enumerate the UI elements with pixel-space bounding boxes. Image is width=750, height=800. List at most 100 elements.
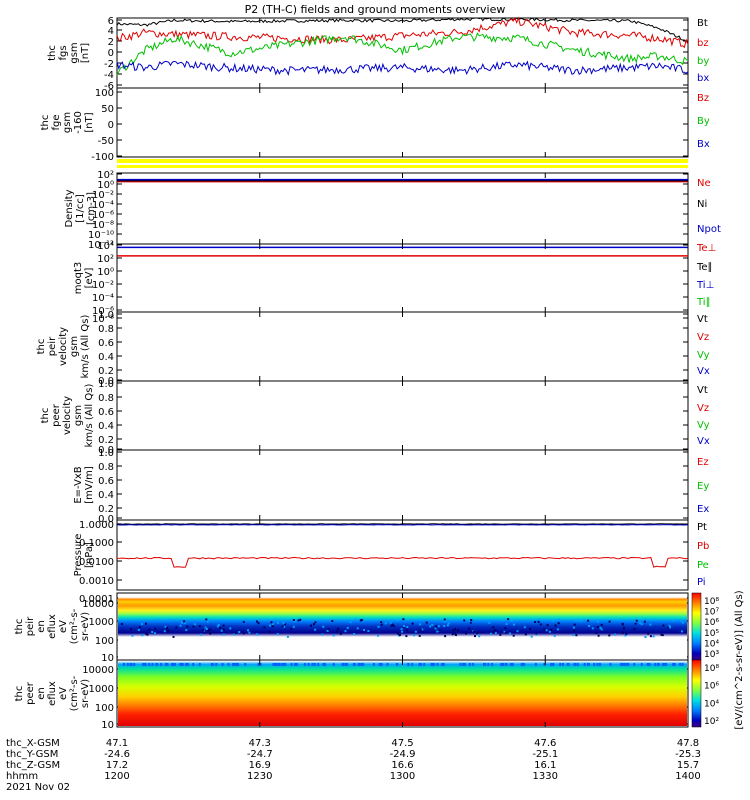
y-tick-label: 10⁰ [97,180,114,191]
y-axis-label: eV [58,687,69,700]
spectrogram-pixel [186,625,189,628]
colorbar-tick-label: 10⁸ [704,597,719,607]
spectrogram-pixel [395,663,398,666]
spectrogram-pixel [247,629,249,632]
legend-by: By [697,116,710,127]
spectrogram-pixel [400,628,403,631]
spectrogram-pixel [277,663,280,666]
spectrogram-pixel [171,663,174,666]
spectrogram-pixel [406,626,409,628]
y-axis-label: en [36,620,47,633]
spectrogram-pixel [137,629,140,631]
spectrogram-pixel [355,618,358,621]
x-tick-label: -25.1 [532,749,558,760]
spectrogram-pixel [372,663,375,666]
spectrogram-pixel [130,628,132,631]
spectrogram-pixel [660,633,663,636]
spectrogram-pixel [151,631,154,633]
spectrogram-pixel [436,630,439,633]
spectrogram-pixel [398,634,401,636]
spectrogram-pixel [396,619,399,622]
spectrogram-pixel [423,663,426,666]
panel-5: 1.0 0.8 0.6 0.4 0.20.0 thc peir velocity gsm km/s… [36,310,710,387]
spectrogram-pixel [310,624,312,627]
y-tick-label: 10⁻² [92,190,114,201]
spectrogram-pixel [248,631,251,634]
y-tick-label: -50 [98,136,114,147]
spectrogram-pixel [681,630,683,633]
spectrogram-pixel [146,633,149,636]
spectrogram-pixel [414,630,417,633]
spectrogram-pixel [233,663,236,666]
panel-3: 10²10⁰10⁻²10⁻⁴10⁻⁶10⁻⁸10⁻¹⁰10⁻¹²Density[… [64,170,721,251]
spectrogram-pixel [130,663,133,666]
spectrogram-pixel [431,624,434,627]
legend-pt: Pt [697,522,707,533]
spectrogram-pixel [145,632,148,635]
spectrogram-pixel [487,663,490,666]
legend-bz: Bz [697,93,709,104]
x-tick-label: 1330 [533,771,558,782]
panel-frame [116,243,689,313]
legend-vz: Vz [697,403,709,414]
spectrogram-pixel [462,663,465,666]
y-tick-label: 10⁻² [92,280,114,291]
y-tick-label: -100 [91,152,114,163]
spectrogram-pixel [464,632,467,635]
y-axis-label: thc [36,339,47,355]
y-axis-label: E=-VxB [73,466,84,503]
legend-vx: Vx [697,366,710,377]
spectrogram-pixel [353,633,356,635]
legend-vt: Vt [697,314,708,325]
spectrogram-pixel [438,629,441,632]
spectrogram-pixel [160,663,163,666]
spectrogram-pixel [346,626,349,629]
y-axis-label: thc [40,408,51,424]
y-tick-label: 1.0 [98,379,114,390]
spectrogram-pixel [470,619,473,621]
legend-te⊥: Te⊥ [696,243,716,254]
spectrogram-pixel [583,663,586,666]
spectrogram-pixel [534,621,537,624]
spectrogram-pixel [356,627,359,630]
y-tick-label: 10⁻¹² [88,240,114,251]
y-axis-label: fge [51,114,62,130]
spectrogram-pixel [360,619,363,621]
spectrogram-pixel [133,663,136,666]
y-tick-label: 0.0001 [79,594,114,605]
spectrogram-pixel [402,625,405,627]
spectrogram-pixel [357,663,360,666]
spectrogram-pixel [668,624,671,627]
x-tick-label: 47.8 [677,738,699,749]
spectrogram-pixel [144,663,147,666]
spectrogram-pixel [299,618,302,621]
spectrogram-pixel [534,663,537,666]
x-tick-label: 1400 [675,771,700,782]
spectrogram-pixel [336,630,338,633]
spectrogram-pixel [484,663,487,666]
spectrogram-pixel [475,632,478,635]
spectrogram-pixel [469,620,471,623]
spectrogram-pixel [175,626,178,629]
spectrogram-pixel [219,627,222,629]
spectrogram-pixel [199,633,202,636]
spectrogram-pixel [648,663,651,666]
x-tick-label: -24.6 [104,749,130,760]
spectrogram-pixel [337,627,340,630]
y-axis-label: eflux [47,681,58,706]
spectrogram-pixel [513,623,515,626]
spectrogram-pixel [627,663,630,666]
panel-9: 10000 1000 100 10 thc peir en eflux eV (cm²-s-sr-… [14,592,689,664]
y-tick-label: 6 [108,16,114,27]
spectrogram-pixel [311,663,314,666]
spectrogram-pixel [599,663,601,666]
spectrogram-pixel [131,634,134,637]
spectrogram-pixel [447,622,450,625]
panel-frame [116,172,689,245]
spectrogram-pixel [204,626,207,629]
spectrogram-pixel [557,622,560,625]
spectrogram-pixel [234,632,237,635]
spectrogram-pixel [164,625,167,628]
